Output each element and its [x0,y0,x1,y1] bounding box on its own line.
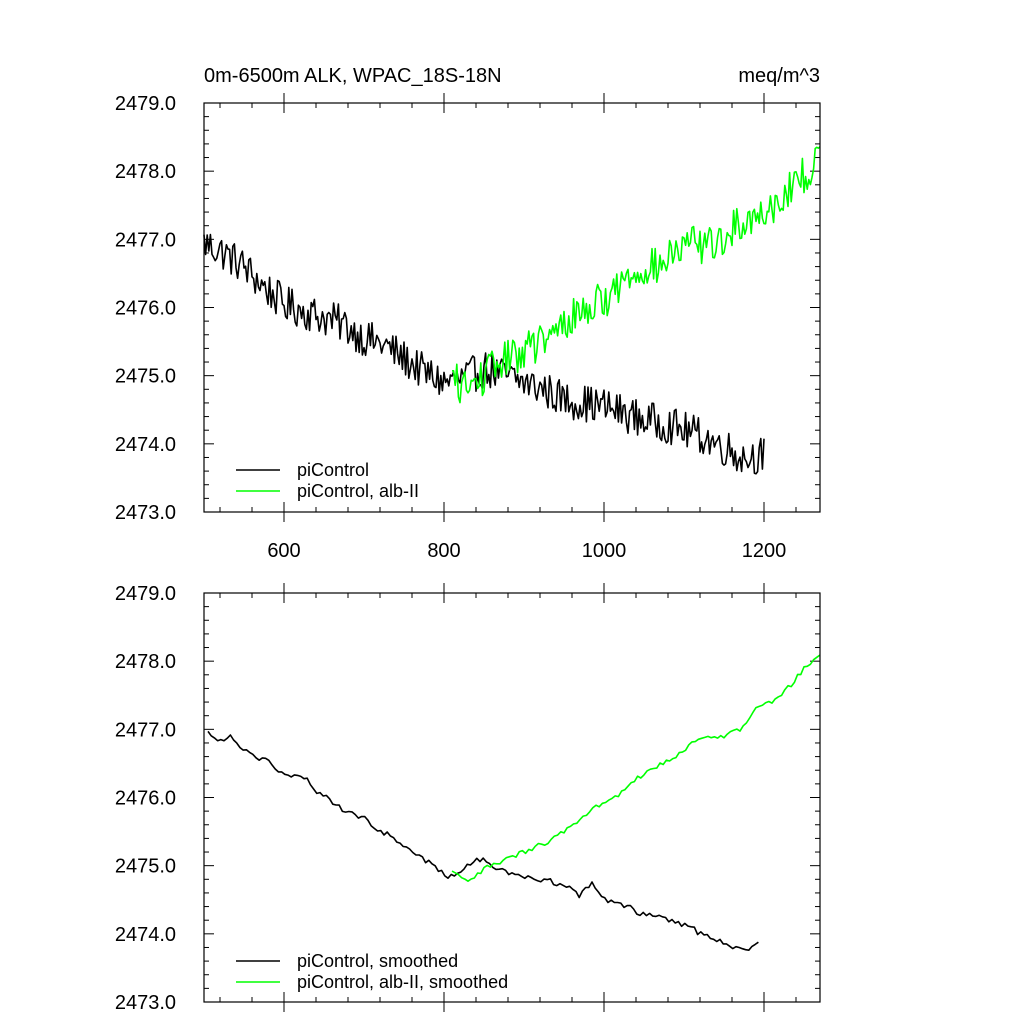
series-line-top-1 [452,146,821,404]
y-tick-label: 2476.0 [115,788,176,810]
plot-frame-top [203,102,821,513]
x-axis-ticks-top: 600 800 1000 1200 [219,93,797,562]
legend-label-picontrol-smoothed: piControl, smoothed [297,951,458,971]
chart-units-label: meq/m^3 [738,65,820,87]
y-tick-label: 2478.0 [115,651,176,673]
y-tick-label: 2477.0 [115,719,176,741]
panel-bottom: 2473.0 2474.0 2475.0 2476.0 2477.0 2478.0 2479… [115,583,821,1014]
x-axis-ticks-bottom [219,583,797,1012]
y-tick-label: 2476.0 [115,298,176,320]
x-tick-label: 600 [267,540,300,562]
y-tick-label: 2473.0 [115,502,176,524]
y-axis-ticks-bottom: 2473.0 2474.0 2475.0 2476.0 2477.0 2478.0 2479… [115,583,820,1014]
y-tick-label: 2478.0 [115,161,176,183]
legend-top: piControl piControl, alb-II [236,460,419,501]
series-line-top-0 [203,233,765,475]
series-line-bottom-1 [451,654,821,883]
plot-frame-bottom [203,592,821,1003]
chart-title-left: 0m-6500m ALK, WPAC_18S-18N [204,65,502,87]
y-tick-label: 2477.0 [115,229,176,251]
series-lines-bottom [207,654,821,952]
legend-label-picontrol: piControl [297,460,369,480]
y-axis-ticks-top: 2473.0 2474.0 2475.0 2476.0 2477.0 2478.0 2479… [115,93,820,524]
series-lines-top [203,146,821,475]
y-tick-label: 2479.0 [115,93,176,115]
legend-bottom: piControl, smoothed piControl, alb-II, s… [236,951,508,992]
x-tick-label: 800 [427,540,460,562]
y-tick-label: 2475.0 [115,856,176,878]
legend-label-alb-ii: piControl, alb-II [297,481,419,501]
x-tick-label: 1000 [582,540,627,562]
legend-label-alb-ii-smoothed: piControl, alb-II, smoothed [297,972,508,992]
y-tick-label: 2473.0 [115,992,176,1014]
series-line-bottom-0 [207,730,759,952]
y-tick-label: 2474.0 [115,924,176,946]
x-tick-label: 1200 [742,540,787,562]
y-tick-label: 2475.0 [115,366,176,388]
y-tick-label: 2479.0 [115,583,176,605]
panel-top: 0m-6500m ALK, WPAC_18S-18N meq/m^3 2473.… [115,65,821,562]
y-tick-label: 2474.0 [115,434,176,456]
